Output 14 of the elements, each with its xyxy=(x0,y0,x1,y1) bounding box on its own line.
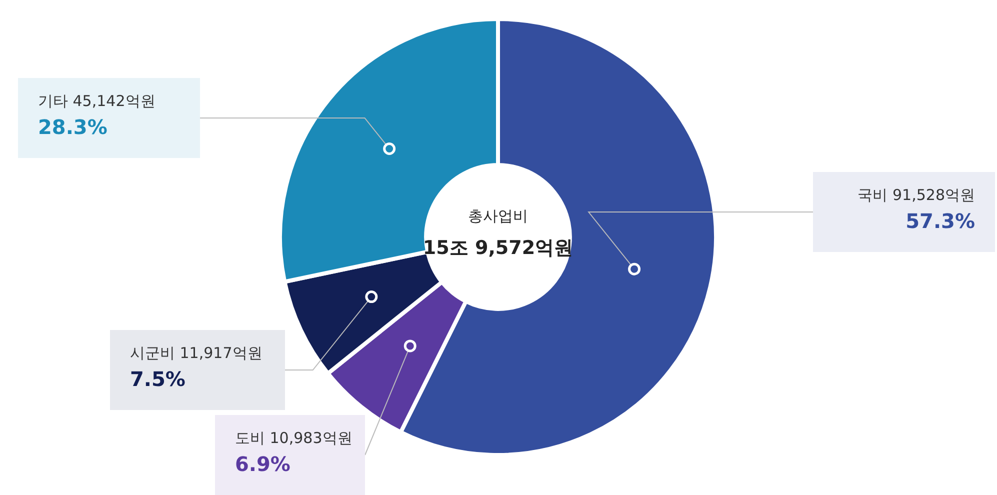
text: 7.5% xyxy=(130,367,186,391)
slice-label: 국비 xyxy=(858,186,888,204)
text: 57.3% xyxy=(906,209,975,233)
data-label: 45,142억원 xyxy=(72,92,156,110)
data-label: 11,917억원 xyxy=(180,344,262,362)
slice-label: 시군비 xyxy=(130,344,175,362)
slice-label: 기타 xyxy=(38,92,68,110)
data-label: 10,983억원 xyxy=(270,429,352,447)
slice-label: 도비 xyxy=(235,429,265,447)
text: 15조 9,572억원 xyxy=(422,236,574,261)
text: 6.9% xyxy=(235,452,290,476)
data-label: 91,528억원 xyxy=(892,186,975,204)
text: 총사업비 xyxy=(467,207,529,226)
text: 28.3% xyxy=(38,115,108,139)
